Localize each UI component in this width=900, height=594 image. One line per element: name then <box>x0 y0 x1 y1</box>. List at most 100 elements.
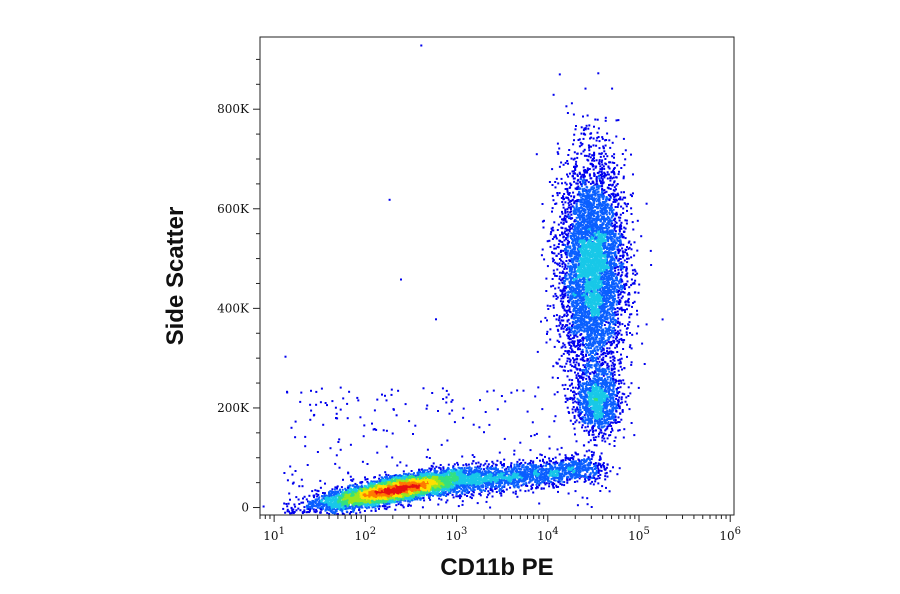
data-point <box>398 501 401 504</box>
data-point <box>477 461 480 464</box>
data-point <box>385 473 388 476</box>
data-point <box>428 467 431 470</box>
data-point <box>335 506 338 509</box>
data-point <box>471 462 474 465</box>
data-point <box>352 491 355 493</box>
data-point <box>429 468 432 471</box>
data-point <box>333 512 336 515</box>
data-point <box>335 495 338 498</box>
data-point <box>311 503 314 506</box>
data-point <box>483 468 485 471</box>
data-point <box>323 494 326 497</box>
data-point <box>429 470 432 473</box>
data-point <box>315 508 318 511</box>
data-point <box>361 495 364 498</box>
data-point <box>408 500 411 503</box>
data-point <box>290 506 293 509</box>
data-point <box>322 497 325 500</box>
data-point <box>306 507 309 510</box>
data-point <box>458 485 461 487</box>
data-point <box>346 494 349 497</box>
data-point <box>456 469 459 472</box>
data-point <box>453 463 456 466</box>
data-point <box>346 504 349 507</box>
data-point <box>329 490 332 493</box>
data-point <box>354 482 357 485</box>
data-point <box>341 488 344 491</box>
data-point <box>345 489 347 492</box>
data-point <box>313 496 315 499</box>
data-point <box>334 492 337 495</box>
data-point <box>458 467 461 470</box>
data-point <box>327 501 330 504</box>
data-point <box>334 486 337 489</box>
data-point <box>290 512 293 515</box>
data-point <box>353 509 355 512</box>
data-point <box>336 492 339 495</box>
data-point <box>318 499 321 502</box>
data-point <box>262 505 265 508</box>
data-point <box>308 494 311 497</box>
data-point <box>354 486 357 489</box>
data-point <box>323 493 326 496</box>
data-point <box>387 479 390 482</box>
data-point <box>440 470 443 473</box>
data-point <box>361 486 363 488</box>
data-point <box>340 493 343 496</box>
data-point <box>336 506 339 509</box>
data-point <box>314 502 317 505</box>
data-point <box>323 492 326 495</box>
data-point <box>348 495 350 497</box>
data-point <box>431 465 434 468</box>
data-point <box>370 509 373 512</box>
data-point <box>335 502 338 505</box>
data-point <box>302 501 305 504</box>
data-point <box>404 473 407 476</box>
data-point <box>344 493 347 496</box>
data-point <box>291 509 294 512</box>
data-point <box>401 475 404 477</box>
data-point <box>479 465 482 468</box>
data-point <box>348 512 351 515</box>
data-point <box>336 485 339 488</box>
data-point <box>466 467 468 470</box>
data-point <box>324 498 327 501</box>
data-point <box>355 485 358 488</box>
data-point <box>286 510 289 513</box>
data-point <box>383 507 386 510</box>
data-point <box>305 511 308 514</box>
data-point <box>336 487 338 490</box>
data-point <box>344 491 347 494</box>
data-point <box>313 500 316 503</box>
data-point <box>312 501 314 504</box>
data-point <box>352 510 355 513</box>
data-point <box>313 504 316 507</box>
data-point <box>428 497 431 499</box>
data-point <box>285 503 288 505</box>
data-point <box>330 506 333 508</box>
data-point <box>321 495 324 498</box>
data-point <box>333 488 336 491</box>
data-point <box>297 507 300 510</box>
data-point <box>452 468 455 471</box>
scatter-points <box>262 44 664 516</box>
data-point <box>311 505 314 508</box>
data-point <box>449 490 452 493</box>
data-point <box>452 466 454 469</box>
data-point <box>352 478 355 481</box>
data-point <box>478 467 481 469</box>
data-point <box>338 496 341 498</box>
data-point <box>315 504 318 506</box>
data-point <box>350 488 353 491</box>
data-point <box>442 467 445 470</box>
data-point <box>337 493 340 496</box>
data-point <box>357 485 360 488</box>
data-point <box>374 480 377 483</box>
data-point <box>364 478 367 481</box>
data-point <box>468 466 471 469</box>
data-point <box>388 502 391 505</box>
data-point <box>376 505 379 508</box>
data-point <box>375 504 378 507</box>
data-point <box>410 475 413 478</box>
data-point <box>309 509 311 512</box>
